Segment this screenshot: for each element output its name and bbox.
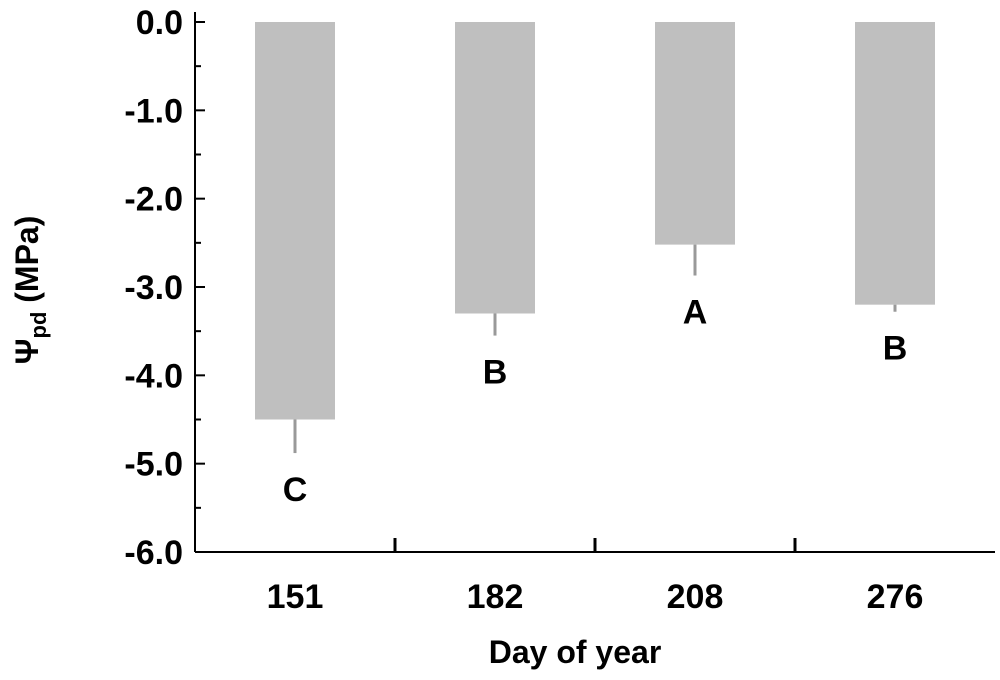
y-tick-label-5: -5.0 [124, 446, 183, 484]
bar-series: C B A B [255, 22, 935, 509]
y-axis-title: Ψpd (MPa) [9, 216, 51, 365]
bar-182 [455, 22, 535, 314]
bar-208 [655, 22, 735, 245]
y-tick-label-6: -6.0 [124, 534, 183, 572]
x-tick-label-208: 208 [667, 578, 724, 616]
y-tick-label-2: -2.0 [124, 181, 183, 219]
bar-151 [255, 22, 335, 420]
y-tick-label-1: -1.0 [124, 92, 183, 130]
y-axis-subscript: pd [26, 312, 51, 339]
significance-label-151: C [283, 471, 308, 509]
x-tick-label-151: 151 [267, 578, 324, 616]
y-tick-label-0: 0.0 [136, 4, 183, 42]
x-tick-label-182: 182 [467, 578, 524, 616]
x-axis-title: Day of year [489, 634, 662, 670]
bar-276 [855, 22, 935, 305]
y-tick-label-4: -4.0 [124, 357, 183, 395]
significance-label-182: B [483, 354, 508, 392]
significance-label-276: B [883, 330, 908, 368]
y-axis-unit: (MPa) [9, 216, 45, 312]
y-tick-label-3: -3.0 [124, 269, 183, 307]
y-axis-symbol: Ψ [9, 339, 45, 365]
x-tick-label-276: 276 [867, 578, 924, 616]
axes: 151 182 208 276 0.0 -1.0 -2.0 -3.0 -4.0 -5.0 -6.0 [124, 4, 995, 616]
significance-label-208: A [683, 294, 708, 332]
